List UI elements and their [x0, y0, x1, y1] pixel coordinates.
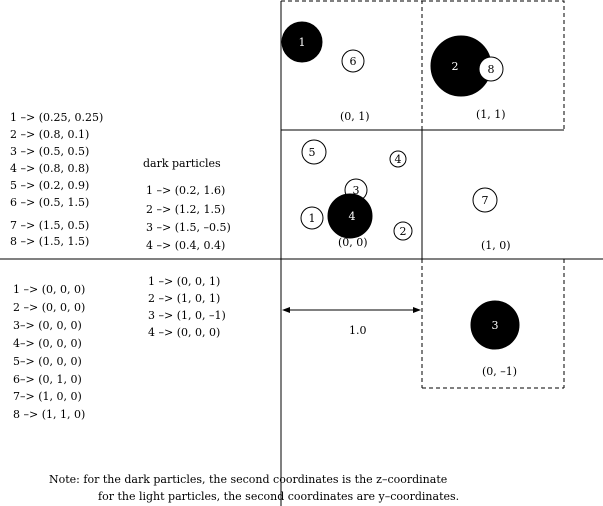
light-position-item: 5 –> (0.2, 0.9) — [10, 179, 89, 192]
light-position-item: 2 –> (0.8, 0.1) — [10, 128, 89, 141]
scale-arrow — [282, 307, 421, 313]
svg-text:3: 3 — [492, 319, 499, 332]
light-cell-item: 5–> (0, 0, 0) — [13, 355, 82, 368]
light-cell-item: 3–> (0, 0, 0) — [13, 319, 82, 332]
light-position-item: 1 –> (0.25, 0.25) — [10, 111, 103, 124]
dark-position-item: 4 –> (0.4, 0.4) — [146, 239, 225, 252]
cell-label-0-0: (0, 0) — [338, 236, 368, 249]
dark-particles-title: dark particles — [143, 157, 221, 170]
scale-arrow-right-head — [413, 307, 421, 313]
cell-label-1-1: (1, 1) — [476, 108, 506, 121]
light-particle-8: 8 — [478, 56, 504, 82]
cell-label-1-0: (1, 0) — [481, 239, 511, 252]
light-particle-1: 1 — [300, 206, 324, 230]
dark-position-item: 1 –> (0.2, 1.6) — [146, 184, 225, 197]
dark-particle-4: 4 — [327, 193, 373, 239]
light-cell-item: 7–> (1, 0, 0) — [13, 390, 82, 403]
light-position-item: 4 –> (0.8, 0.8) — [10, 162, 89, 175]
svg-text:2: 2 — [400, 225, 407, 238]
light-cell-item: 1 –> (0, 0, 0) — [13, 283, 85, 296]
light-position-item: 3 –> (0.5, 0.5) — [10, 145, 89, 158]
scale-label: 1.0 — [349, 324, 367, 337]
dark-cell-item: 1 –> (0, 0, 1) — [148, 275, 220, 288]
dark-particle-3: 3 — [470, 300, 520, 350]
light-particle-2: 2 — [393, 221, 413, 241]
light-position-item: 8 –> (1.5, 1.5) — [10, 235, 89, 248]
dark-cell-item: 4 –> (0, 0, 0) — [148, 326, 220, 339]
svg-text:5: 5 — [309, 146, 316, 159]
cell-label-0-minus1: (0, –1) — [482, 365, 517, 378]
light-cell-list: 1 –> (0, 0, 0) 2 –> (0, 0, 0) 3–> (0, 0,… — [13, 283, 85, 421]
dark-position-item: 2 –> (1.2, 1.5) — [146, 203, 225, 216]
light-position-item: 6 –> (0.5, 1.5) — [10, 196, 89, 209]
cell-top-right-dashed — [421, 0, 565, 131]
light-particle-6: 6 — [341, 49, 365, 73]
svg-text:4: 4 — [349, 210, 356, 223]
svg-text:3: 3 — [353, 184, 360, 197]
dark-cell-item: 2 –> (1, 0, 1) — [148, 292, 220, 305]
light-particle-4: 4 — [389, 150, 407, 168]
light-cell-item: 8 –> (1, 1, 0) — [13, 408, 85, 421]
light-particle-7: 7 — [472, 187, 498, 213]
note-line-1: Note: for the dark particles, the second… — [49, 473, 447, 486]
dark-position-item: 3 –> (1.5, –0.5) — [146, 221, 231, 234]
light-particle-5: 5 — [301, 139, 327, 165]
light-position-item: 7 –> (1.5, 0.5) — [10, 219, 89, 232]
dark-position-list: 1 –> (0.2, 1.6) 2 –> (1.2, 1.5) 3 –> (1.… — [146, 184, 231, 252]
light-cell-item: 4–> (0, 0, 0) — [13, 337, 82, 350]
svg-text:7: 7 — [482, 194, 489, 207]
dark-cell-list: 1 –> (0, 0, 1) 2 –> (1, 0, 1) 3 –> (1, 0… — [148, 275, 226, 339]
cell-label-0-1: (0, 1) — [340, 110, 370, 123]
light-cell-item: 2 –> (0, 0, 0) — [13, 301, 85, 314]
light-cell-item: 6–> (0, 1, 0) — [13, 373, 82, 386]
scale-arrow-left-head — [282, 307, 290, 313]
note-line-2: for the light particles, the second coor… — [98, 490, 459, 503]
svg-text:8: 8 — [488, 63, 495, 76]
svg-text:6: 6 — [350, 55, 357, 68]
light-position-list: 1 –> (0.25, 0.25) 2 –> (0.8, 0.1) 3 –> (… — [10, 111, 103, 248]
dark-cell-item: 3 –> (1, 0, –1) — [148, 309, 226, 322]
svg-text:1: 1 — [309, 212, 316, 225]
svg-text:1: 1 — [299, 36, 306, 49]
svg-text:2: 2 — [452, 60, 459, 73]
dark-particle-1: 1 — [281, 21, 323, 63]
svg-text:4: 4 — [395, 153, 402, 166]
